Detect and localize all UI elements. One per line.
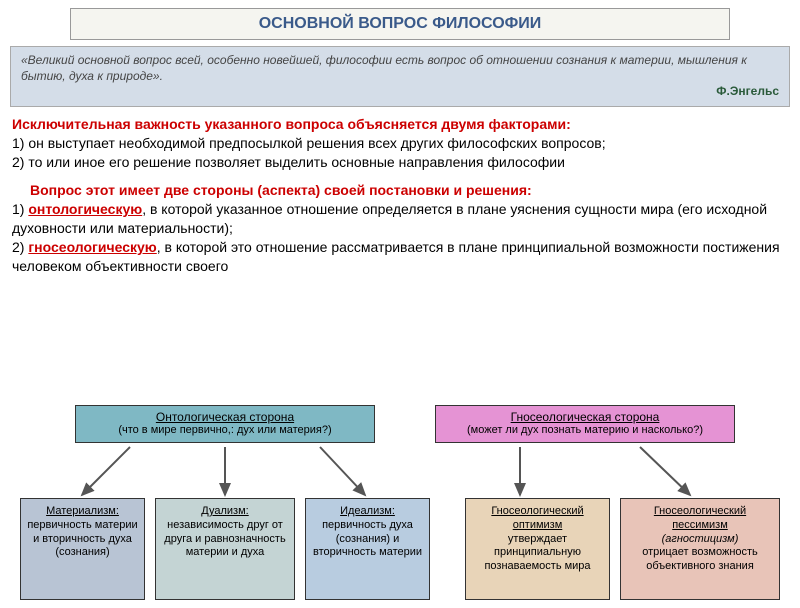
leaf-dualism-body: независимость друг от друга и равнозначн… <box>160 519 290 560</box>
leaf-pessimism-sub: (агностицизм) <box>625 533 775 547</box>
ontological-side: Онтологическая сторона (что в мире перви… <box>75 405 375 443</box>
ontological-title: Онтологическая сторона <box>82 410 368 424</box>
leaf-pessimism: Гносеологический пессимизм (агностицизм)… <box>620 498 780 600</box>
aspect-2-num: 2) <box>12 239 28 255</box>
leaf-optimism-title: Гносеологический оптимизм <box>470 505 605 533</box>
factor-2: 2) то или иное его решение позволяет выд… <box>12 153 788 172</box>
aspect-2-term: гносеологическую <box>28 239 156 255</box>
aspects-head: Вопрос этот имеет две стороны (аспекта) … <box>12 181 788 200</box>
factors-head: Исключительная важность указанного вопро… <box>12 115 788 134</box>
leaf-dualism: Дуализм: независимость друг от друга и р… <box>155 498 295 600</box>
leaf-dualism-title: Дуализм: <box>160 505 290 519</box>
aspects-block: Вопрос этот имеет две стороны (аспекта) … <box>12 181 788 275</box>
leaf-materialism: Материализм: первичность материи и втори… <box>20 498 145 600</box>
gnoseological-title: Гносеологическая сторона <box>442 410 728 424</box>
leaf-optimism-body: утверждает принципиальную познаваемость … <box>470 533 605 574</box>
leaf-materialism-body: первичность материи и вторичность духа (… <box>25 519 140 560</box>
factors-block: Исключительная важность указанного вопро… <box>12 115 788 172</box>
leaf-optimism: Гносеологический оптимизм утверждает при… <box>465 498 610 600</box>
main-title: ОСНОВНОЙ ВОПРОС ФИЛОСОФИИ <box>70 8 730 40</box>
diagram: Онтологическая сторона (что в мире перви… <box>0 405 800 600</box>
leaf-idealism-title: Идеализм: <box>310 505 425 519</box>
quote-author: Ф.Энгельс <box>21 84 779 100</box>
aspect-1: 1) онтологическую, в которой указанное о… <box>12 200 788 238</box>
aspect-1-term: онтологическую <box>28 201 142 217</box>
gnoseological-side: Гносеологическая сторона (может ли дух п… <box>435 405 735 443</box>
aspect-1-num: 1) <box>12 201 28 217</box>
leaf-materialism-title: Материализм: <box>25 505 140 519</box>
ontological-sub: (что в мире первично,: дух или материя?) <box>82 424 368 437</box>
leaf-idealism: Идеализм: первичность духа (сознания) и … <box>305 498 430 600</box>
quote-text: «Великий основной вопрос всей, особенно … <box>21 53 747 83</box>
factor-1: 1) он выступает необходимой предпосылкой… <box>12 134 788 153</box>
aspect-2: 2) гносеологическую, в которой это отнош… <box>12 238 788 276</box>
leaf-idealism-body: первичность духа (сознания) и вторичност… <box>310 519 425 560</box>
leaf-pessimism-body: отрицает возможность объективного знания <box>625 546 775 574</box>
quote-box: «Великий основной вопрос всей, особенно … <box>10 46 790 107</box>
gnoseological-sub: (может ли дух познать материю и наскольк… <box>442 424 728 437</box>
leaf-pessimism-title: Гносеологический пессимизм <box>625 505 775 533</box>
